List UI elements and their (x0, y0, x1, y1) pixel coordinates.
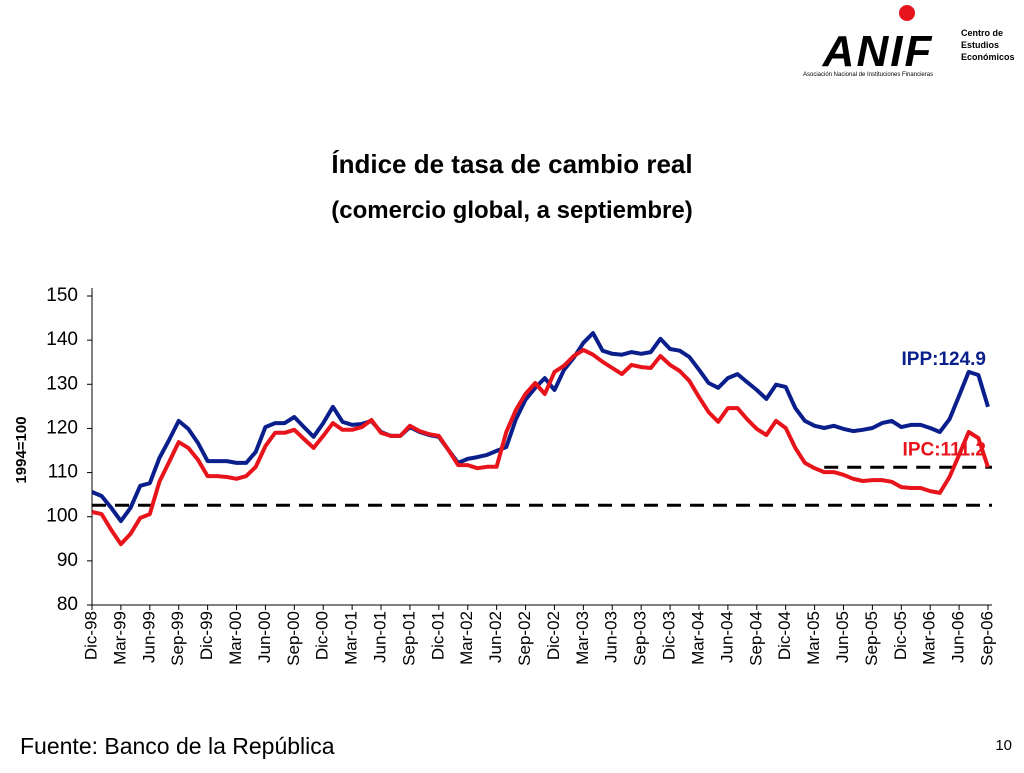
x-tick-label: Jun-02 (486, 611, 505, 663)
x-tick-label: Jun-05 (833, 611, 852, 663)
x-tick-label: Jun-06 (949, 611, 968, 663)
y-tick-label: 120 (46, 417, 78, 438)
logo-unit: Económicos (961, 52, 1015, 62)
logo-unit: Centro de (961, 28, 1003, 38)
x-tick-label: Sep-00 (284, 611, 303, 666)
y-tick-label: 80 (57, 594, 78, 615)
x-tick-label: Mar-01 (342, 611, 361, 665)
x-tick-label: Jun-04 (717, 611, 736, 663)
x-tick-label: Jun-00 (255, 611, 274, 663)
x-tick-label: Sep-01 (399, 611, 418, 666)
y-tick-label: 140 (46, 329, 78, 350)
source: Fuente: Banco de la República (20, 733, 335, 759)
logo: ANIF Asociación Nacional de Institucione… (803, 5, 1015, 78)
x-tick-label: Dic-98 (81, 611, 100, 660)
x-tick-label: Sep-05 (862, 611, 881, 666)
logo-subtitle: Asociación Nacional de Instituciones Fin… (803, 72, 933, 78)
x-tick-label: Mar-03 (573, 611, 592, 665)
logo-dot (899, 5, 915, 21)
x-tick-label: Dic-04 (775, 611, 794, 660)
x-tick-label: Mar-99 (110, 611, 129, 665)
logo-name: ANIF (822, 27, 934, 76)
annotation: IPC:111.2 (903, 439, 986, 460)
x-tick-label: Jun-03 (602, 611, 621, 663)
y-tick-label: 150 (46, 285, 78, 306)
annotation: IPP:124.9 (902, 349, 987, 370)
x-tick-label: Mar-00 (226, 611, 245, 665)
y-tick-label: 90 (57, 550, 78, 571)
y-tick-label: 100 (46, 506, 78, 527)
x-tick-label: Dic-03 (660, 611, 679, 660)
chart-subtitle: (comercio global, a septiembre) (331, 197, 692, 224)
x-tick-label: Dic-02 (544, 611, 563, 660)
y-tick-label: 130 (46, 373, 78, 394)
x-tick-label: Mar-04 (688, 611, 707, 665)
x-tick-label: Dic-05 (891, 611, 910, 660)
x-tick-label: Mar-05 (804, 611, 823, 665)
series-line (91, 331, 990, 524)
y-axis-label: 1994=100 (13, 416, 30, 483)
x-tick-label: Sep-06 (977, 611, 996, 666)
x-tick-label: Sep-04 (746, 611, 765, 666)
logo-unit: Estudios (961, 40, 999, 50)
x-tick-label: Jun-01 (371, 611, 390, 663)
y-tick-label: 110 (48, 462, 78, 483)
x-tick-label: Sep-02 (515, 611, 534, 666)
page-number: 10 (995, 737, 1012, 754)
x-tick-label: Sep-03 (631, 611, 650, 666)
x-tick-label: Mar-02 (457, 611, 476, 665)
x-tick-label: Dic-99 (197, 611, 216, 660)
x-tick-label: Dic-01 (428, 611, 447, 660)
x-tick-label: Sep-99 (168, 611, 187, 666)
chart-title: Índice de tasa de cambio real (331, 149, 692, 179)
x-tick-label: Dic-00 (313, 611, 332, 660)
x-tick-label: Jun-99 (139, 611, 158, 663)
series-line (91, 347, 990, 547)
x-tick-label: Mar-06 (920, 611, 939, 665)
